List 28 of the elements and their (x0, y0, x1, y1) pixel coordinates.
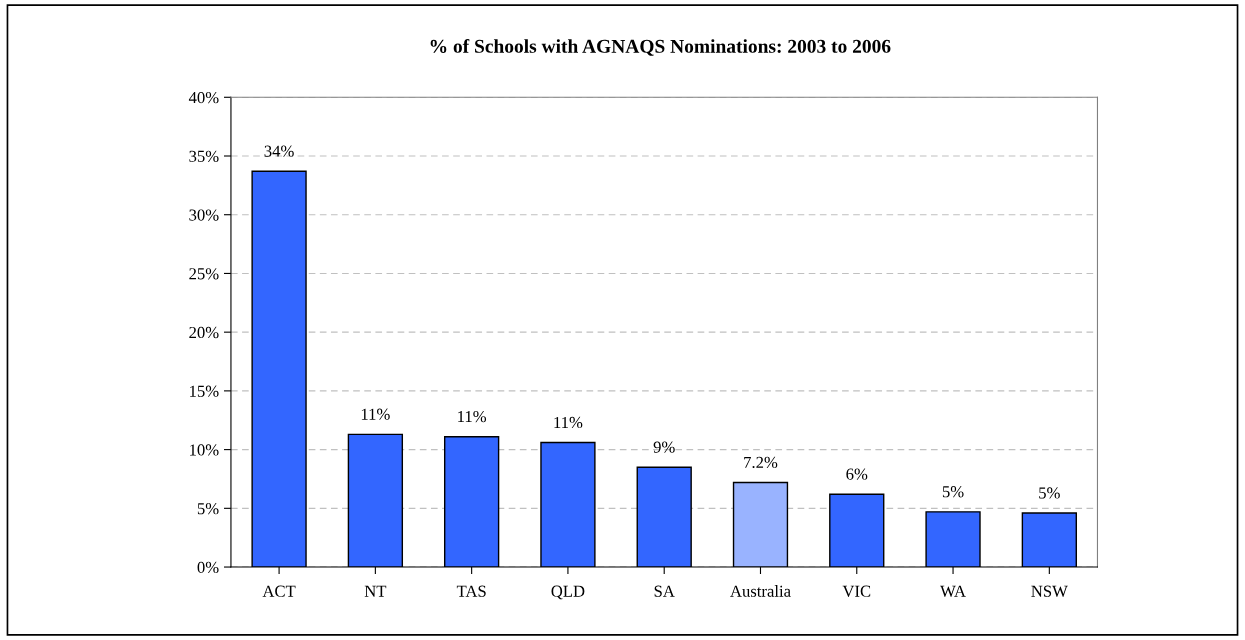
x-tick-label: NSW (1031, 585, 1068, 597)
data-label: 34% (264, 145, 294, 157)
y-tick-label: 20% (189, 326, 219, 339)
x-tick-label: VIC (842, 585, 871, 597)
x-tick-label: TAS (456, 585, 486, 597)
y-tick-label: 15% (190, 385, 219, 397)
x-tick-label: QLD (551, 585, 585, 600)
data-label: 5% (1039, 487, 1060, 499)
y-tick-label: 40% (188, 91, 219, 104)
data-label: 11% (458, 410, 487, 423)
data-label: 9% (653, 441, 675, 453)
chart-title: % of Schools with AGNAQS Nominations: 2003 to 2006 (430, 38, 891, 56)
y-tick-label: 25% (189, 268, 219, 280)
y-tick-label: 35% (189, 150, 219, 162)
x-tick-label: NT (364, 585, 387, 597)
y-tick-label: 5% (197, 503, 219, 515)
y-tick-label: 0% (197, 561, 219, 574)
x-tick-label: WA (940, 585, 966, 597)
data-label: 11% (554, 416, 583, 429)
y-tick-label: 10% (190, 444, 219, 456)
x-tick-label: ACT (262, 585, 296, 597)
y-tick-label: 30% (189, 209, 219, 221)
data-label: 7.2% (744, 456, 778, 469)
data-label: 6% (846, 468, 868, 480)
x-tick-label: SA (654, 585, 675, 597)
data-label: 5% (942, 486, 964, 498)
data-label: 11% (361, 408, 390, 420)
x-tick-label: Australia (730, 585, 791, 597)
